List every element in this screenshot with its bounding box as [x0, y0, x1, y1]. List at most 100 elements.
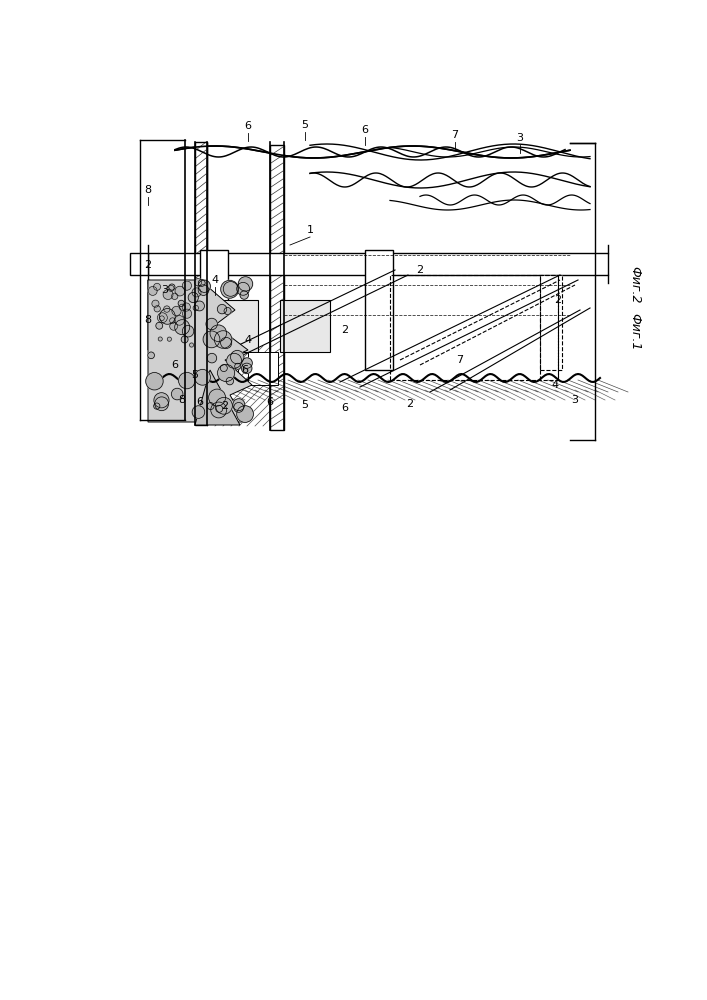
Circle shape — [160, 252, 165, 257]
Circle shape — [173, 239, 184, 249]
Circle shape — [140, 368, 151, 379]
Circle shape — [198, 280, 205, 286]
Circle shape — [142, 278, 150, 286]
Circle shape — [155, 156, 160, 162]
Circle shape — [175, 320, 189, 335]
Circle shape — [158, 313, 168, 323]
Circle shape — [181, 336, 188, 343]
Circle shape — [211, 402, 227, 418]
Circle shape — [151, 408, 163, 419]
Polygon shape — [207, 140, 270, 426]
Text: 3: 3 — [161, 285, 168, 295]
Circle shape — [194, 279, 201, 286]
Circle shape — [198, 285, 209, 295]
Text: Составитель  А.Логинский: Составитель А.Логинский — [248, 792, 395, 802]
Circle shape — [146, 373, 163, 390]
Circle shape — [209, 389, 226, 406]
Circle shape — [221, 280, 238, 298]
Circle shape — [141, 319, 153, 331]
Circle shape — [138, 147, 148, 158]
Circle shape — [163, 172, 173, 183]
Circle shape — [168, 232, 175, 239]
Circle shape — [198, 280, 211, 292]
Text: 4: 4 — [551, 380, 559, 390]
Circle shape — [214, 331, 232, 348]
Polygon shape — [284, 143, 595, 440]
Circle shape — [237, 282, 250, 295]
Circle shape — [160, 155, 170, 165]
Circle shape — [144, 334, 151, 341]
Circle shape — [151, 294, 156, 300]
Circle shape — [149, 272, 160, 283]
Circle shape — [182, 325, 194, 337]
Circle shape — [152, 336, 161, 345]
Circle shape — [150, 386, 159, 396]
Text: 1: 1 — [307, 225, 313, 235]
Circle shape — [147, 300, 158, 310]
Circle shape — [242, 363, 252, 374]
Text: 2: 2 — [416, 265, 423, 275]
Text: 8: 8 — [144, 315, 151, 325]
Bar — [270, 145, 284, 430]
Circle shape — [174, 233, 180, 239]
Text: 8: 8 — [144, 185, 151, 195]
Circle shape — [223, 282, 238, 296]
Circle shape — [159, 400, 166, 407]
Circle shape — [158, 324, 168, 334]
Circle shape — [217, 304, 227, 314]
Circle shape — [188, 292, 199, 303]
Text: 6: 6 — [267, 397, 274, 407]
Circle shape — [165, 324, 170, 329]
Text: Техред М.Моргентал: Техред М.Моргентал — [248, 803, 362, 813]
Circle shape — [163, 365, 173, 375]
Circle shape — [140, 267, 148, 276]
Circle shape — [158, 143, 165, 149]
Text: 3: 3 — [517, 133, 523, 143]
Text: 5: 5 — [301, 400, 308, 410]
Circle shape — [193, 305, 199, 311]
Circle shape — [139, 273, 146, 280]
Text: 2: 2 — [221, 401, 228, 411]
Text: 6: 6 — [341, 403, 349, 413]
Circle shape — [164, 299, 170, 306]
Circle shape — [148, 286, 157, 295]
Circle shape — [166, 414, 173, 420]
Circle shape — [142, 313, 149, 320]
Polygon shape — [0, 445, 707, 1000]
Circle shape — [173, 232, 181, 241]
Circle shape — [148, 352, 154, 359]
Polygon shape — [195, 370, 240, 425]
Circle shape — [141, 216, 152, 226]
Text: 2: 2 — [407, 399, 414, 409]
Polygon shape — [595, 0, 707, 1000]
Circle shape — [148, 243, 153, 249]
Circle shape — [221, 365, 228, 372]
Circle shape — [153, 283, 160, 290]
Circle shape — [172, 167, 179, 174]
Polygon shape — [284, 426, 595, 440]
Bar — [270, 145, 284, 430]
Circle shape — [148, 146, 156, 153]
Circle shape — [207, 403, 214, 410]
Bar — [208, 300, 258, 352]
Circle shape — [226, 377, 233, 385]
Text: 6: 6 — [361, 125, 368, 135]
Circle shape — [160, 300, 166, 306]
Circle shape — [173, 209, 183, 218]
Circle shape — [140, 187, 147, 195]
Circle shape — [177, 210, 186, 219]
Text: 113035, Москва, Ж-35, Раушская наб., 4/5: 113035, Москва, Ж-35, Раушская наб., 4/5 — [238, 839, 468, 849]
Bar — [390, 275, 558, 380]
Bar — [208, 352, 238, 385]
Circle shape — [218, 364, 235, 382]
Circle shape — [140, 174, 149, 184]
Text: 5: 5 — [301, 120, 308, 130]
Circle shape — [169, 202, 175, 208]
Circle shape — [163, 306, 170, 312]
Polygon shape — [148, 280, 252, 422]
Circle shape — [175, 286, 185, 296]
Circle shape — [234, 402, 244, 412]
Text: Редактор  А.Долинич: Редактор А.Долинич — [45, 797, 161, 807]
Polygon shape — [207, 0, 270, 138]
Polygon shape — [0, 0, 707, 140]
